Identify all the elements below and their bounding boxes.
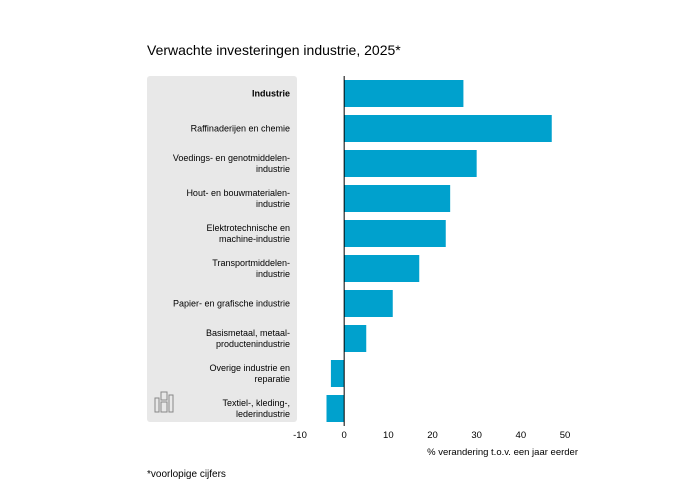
bar <box>344 185 451 212</box>
category-label: Industrie <box>252 89 290 99</box>
x-tick-label: 0 <box>342 430 347 441</box>
x-tick-label: 10 <box>383 430 394 441</box>
bar <box>344 255 420 282</box>
bar <box>344 115 552 142</box>
category-label: Basismetaal, metaal-productenindustrie <box>206 328 290 349</box>
category-label: Papier- en grafische industrie <box>173 299 290 309</box>
x-axis-label: % verandering t.o.v. een jaar eerder <box>427 447 578 458</box>
footnote: *voorlopige cijfers <box>147 469 226 480</box>
category-label: Hout- en bouwmaterialen-industrie <box>186 188 290 209</box>
cbs-logo-icon <box>154 391 174 413</box>
label-panel <box>147 76 297 422</box>
category-label: Raffinaderijen en chemie <box>191 124 290 134</box>
bar <box>344 290 393 317</box>
bar <box>326 395 345 422</box>
category-label: Overige industrie en reparatie <box>209 363 290 384</box>
x-tick-label: 40 <box>516 430 527 441</box>
category-label: Transportmiddelen-industrie <box>212 258 290 279</box>
x-tick-label: -10 <box>293 430 307 441</box>
category-label: Elektrotechnische en machine-industrie <box>206 223 290 244</box>
bar <box>344 220 446 247</box>
category-label: Textiel-, kleding-, lederindustrie <box>222 398 290 419</box>
x-tick-label: 30 <box>471 430 482 441</box>
chart-title: Verwachte investeringen industrie, 2025* <box>147 42 401 58</box>
bar <box>330 360 345 387</box>
category-label: Voedings- en genotmiddelen-industrie <box>173 153 290 174</box>
bar <box>344 325 367 352</box>
x-tick-label: 20 <box>427 430 438 441</box>
bar <box>344 150 477 177</box>
x-tick-label: 50 <box>560 430 571 441</box>
bar <box>344 80 464 107</box>
